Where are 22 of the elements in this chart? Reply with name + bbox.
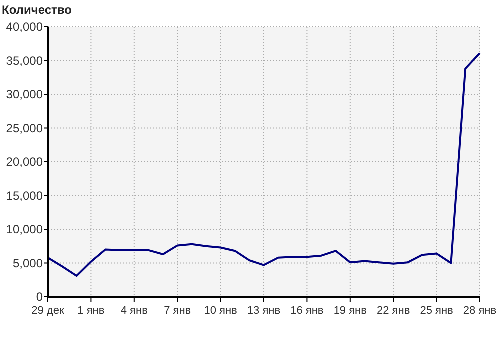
y-tick-label: 30,000 [6,88,44,102]
y-tick-label: 20,000 [6,155,44,170]
y-tick-label: 35,000 [6,54,44,68]
x-tick-label: 28 янв [463,305,497,317]
x-tick-label: 29 дек [32,305,65,317]
y-tick-label: 40,000 [6,20,44,34]
y-tick-label: 25,000 [6,121,44,136]
x-tick-label: 19 янв [334,305,368,317]
x-tick-label: 25 янв [420,305,454,317]
y-tick-label: 0 [36,290,44,304]
x-tick-label: 16 янв [290,305,324,317]
y-tick-label: 15,000 [6,188,44,203]
line-series [47,52,481,278]
y-axis-title: Количество [2,3,72,17]
y-tick-label: 10,000 [6,222,44,237]
x-tick-label: 4 янв [120,305,148,317]
x-tick-label: 7 янв [164,305,192,317]
x-tick-label: 22 янв [377,305,410,317]
y-tick-label: 5,000 [12,256,44,270]
x-tick-label: 13 янв [247,305,281,317]
x-tick-label: 10 янв [204,305,238,317]
x-tick-label: 1 янв [78,305,105,317]
